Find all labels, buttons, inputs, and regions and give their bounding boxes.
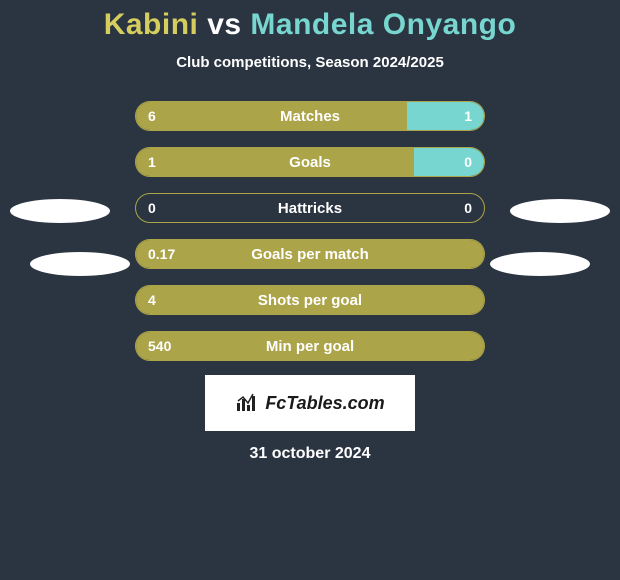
player-b-badge-1 bbox=[510, 199, 610, 223]
comparison-card: Kabini vs Mandela Onyango Club competiti… bbox=[0, 0, 620, 580]
player-a-name: Kabini bbox=[104, 8, 199, 41]
subtitle: Club competitions, Season 2024/2025 bbox=[0, 54, 620, 71]
stat-value-left: 4 bbox=[148, 286, 156, 314]
stat-fill-left bbox=[136, 286, 484, 314]
stat-value-right: 1 bbox=[464, 102, 472, 130]
stat-row: 4Shots per goal bbox=[135, 285, 485, 315]
stat-fill-left bbox=[136, 332, 484, 360]
vs-label: vs bbox=[207, 8, 241, 41]
stat-value-right: 0 bbox=[464, 194, 472, 222]
page-title: Kabini vs Mandela Onyango bbox=[0, 0, 620, 42]
stat-row: 61Matches bbox=[135, 101, 485, 131]
stat-value-left: 540 bbox=[148, 332, 171, 360]
stat-value-right: 0 bbox=[464, 148, 472, 176]
stat-row: 0 0Hattricks bbox=[135, 193, 485, 223]
stat-row: 540Min per goal bbox=[135, 331, 485, 361]
stat-fill-right bbox=[407, 102, 484, 130]
stat-fill-right bbox=[414, 148, 484, 176]
brand-text: FcTables.com bbox=[265, 393, 384, 414]
player-a-badge-1 bbox=[10, 199, 110, 223]
stat-value-left: 1 bbox=[148, 148, 156, 176]
stat-value-left: 6 bbox=[148, 102, 156, 130]
stat-value-left: 0.17 bbox=[148, 240, 175, 268]
brand-chart-icon bbox=[235, 393, 259, 413]
stat-rows: 61Matches10Goals00Hattricks0.17Goals per… bbox=[135, 101, 485, 361]
player-b-name: Mandela Onyango bbox=[250, 8, 516, 41]
stat-fill-left bbox=[136, 240, 484, 268]
brand-badge: FcTables.com bbox=[205, 375, 415, 431]
player-b-badge-2 bbox=[490, 252, 590, 276]
stat-value-left: 0 bbox=[148, 194, 156, 222]
stat-row: 0.17Goals per match bbox=[135, 239, 485, 269]
player-a-badge-2 bbox=[30, 252, 130, 276]
stat-fill-left bbox=[136, 102, 407, 130]
stat-fill-left bbox=[136, 148, 414, 176]
date-label: 31 october 2024 bbox=[0, 445, 620, 463]
stat-row: 10Goals bbox=[135, 147, 485, 177]
stat-label: Hattricks bbox=[136, 194, 484, 222]
